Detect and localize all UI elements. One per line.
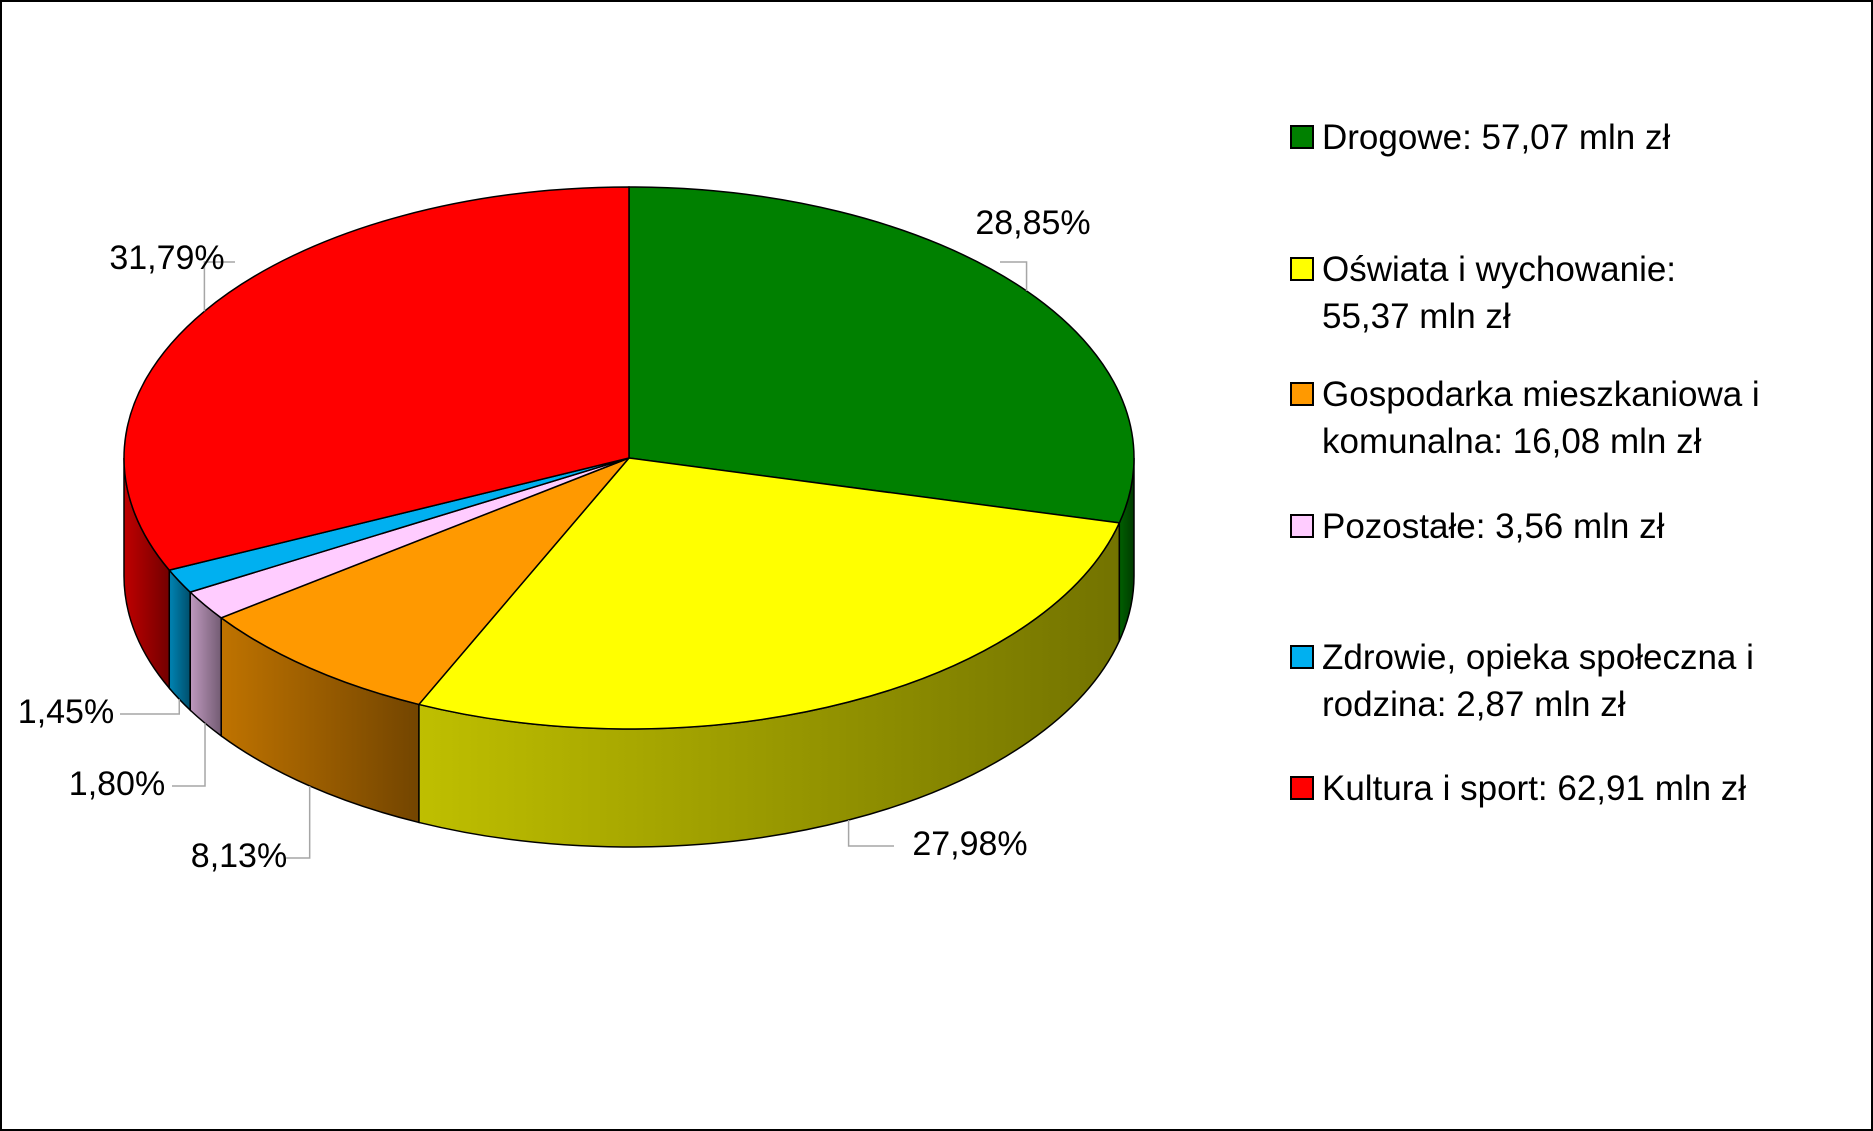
legend-item: Zdrowie, opieka społeczna i rodzina: 2,8… [1290,634,1822,728]
legend-item: Pozostałe: 3,56 mln zł [1290,503,1873,550]
legend-item: Kultura i sport: 62,91 mln zł [1290,765,1873,812]
legend-swatch [1290,776,1314,800]
leader-line [172,723,206,787]
leader-line [120,699,181,715]
legend-label: Drogowe: 57,07 mln zł [1322,118,1671,157]
legend-label: Gospodarka mieszkaniowa i komunalna: 16,… [1322,375,1760,461]
legend-item: Drogowe: 57,07 mln zł [1290,114,1873,161]
slice [417,457,1121,730]
legend-item: Oświata i wychowanie: 55,37 mln zł [1290,246,1742,340]
legend-label: Pozostałe: 3,56 mln zł [1322,507,1665,546]
data-label: 31,79% [109,239,224,277]
legend-swatch [1290,514,1314,538]
legend-label: Kultura i sport: 62,91 mln zł [1322,769,1747,808]
legend-swatch [1290,125,1314,149]
data-label: 28,85% [975,204,1090,242]
leader-line [1000,261,1028,291]
data-label: 1,80% [69,765,165,803]
legend-label: Oświata i wychowanie: 55,37 mln zł [1322,250,1677,336]
legend-swatch [1290,257,1314,281]
slice-side [168,568,191,712]
leader-line [203,261,235,312]
data-label: 1,45% [18,693,114,731]
data-label: 8,13% [191,837,287,875]
data-label: 27,98% [912,825,1027,863]
slice [219,457,630,706]
legend-item: Gospodarka mieszkaniowa i komunalna: 16,… [1290,371,1762,465]
legend-swatch [1290,382,1314,406]
slice [123,186,630,571]
legend-swatch [1290,645,1314,669]
slice [628,186,1135,524]
leader-line [286,785,311,859]
leader-line [847,820,894,847]
legend-label: Zdrowie, opieka społeczna i rodzina: 2,8… [1322,638,1754,724]
